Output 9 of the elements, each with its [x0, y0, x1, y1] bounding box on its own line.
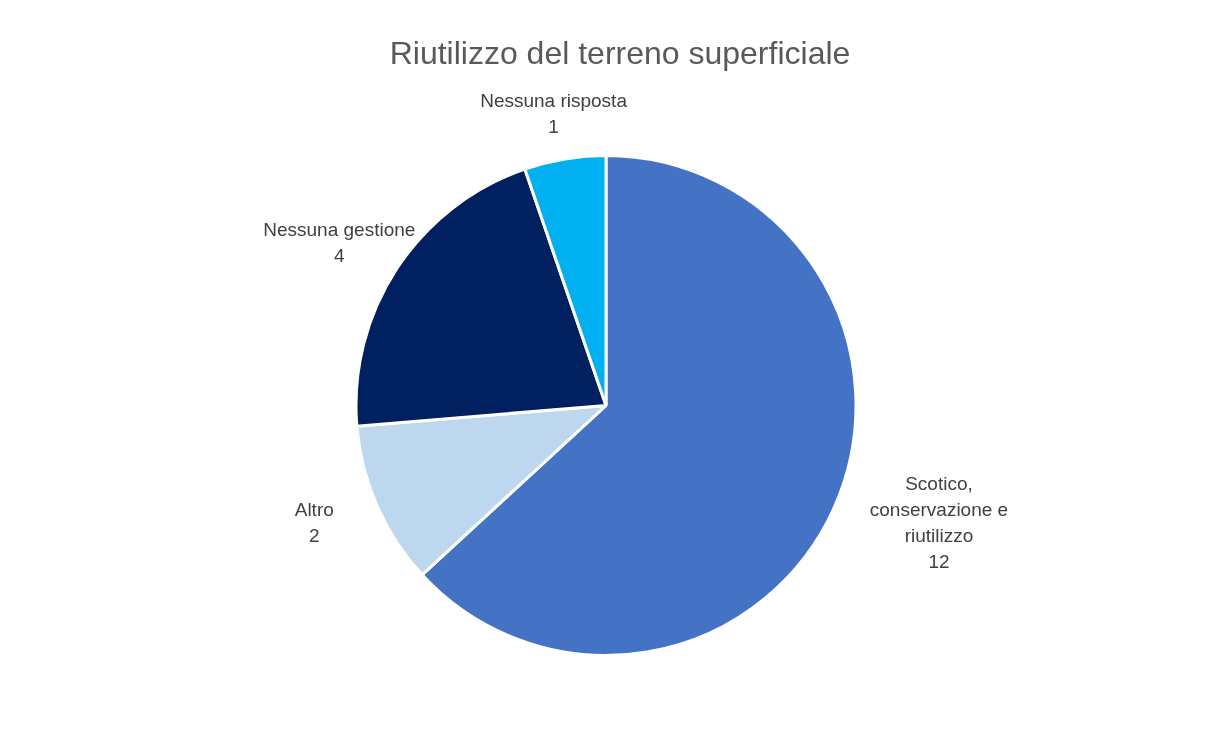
slice-label: Nessuna risposta — [480, 89, 628, 111]
data-label: 4 — [333, 245, 345, 267]
chart-title: Riutilizzo del terreno superficiale — [389, 34, 851, 71]
data-label: 1 — [548, 115, 559, 137]
slice-label: Scotico, conservazione e riutilizzo — [869, 473, 1009, 547]
data-label: 2 — [308, 525, 320, 547]
slice-label: Nessuna gestione — [263, 219, 416, 241]
slice-label: Altro — [294, 499, 334, 521]
data-label: 12 — [928, 551, 950, 573]
